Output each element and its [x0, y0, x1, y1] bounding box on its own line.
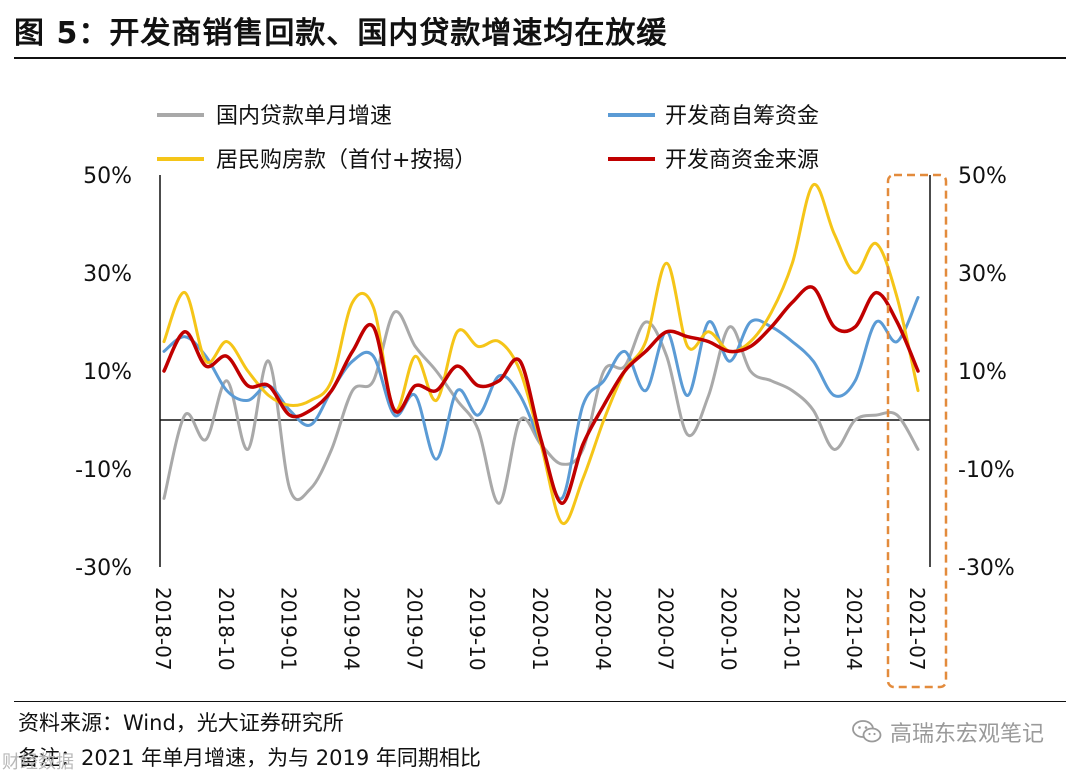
x-tick-label: 2019-01 — [277, 587, 301, 671]
legend-label-loans: 国内贷款单月增速 — [216, 104, 392, 129]
x-tick-label: 2021-01 — [779, 587, 803, 671]
remark-note: 备注：2021 年单月增速，为与 2019 年同期相比 — [18, 746, 481, 770]
y-tick-label-right: 30% — [958, 262, 1007, 287]
highlight-box — [886, 173, 948, 689]
watermark: 高瑞东宏观笔记 — [852, 716, 1044, 748]
legend-label-self-raised: 开发商自筹资金 — [665, 104, 819, 129]
right-y-ticks: 50% 30% 10% -10% -30% — [958, 164, 1015, 581]
y-tick-label-left: 50% — [83, 164, 132, 189]
legend: 国内贷款单月增速 开发商自筹资金 居民购房款（首付+按揭） 开发商资金来源 — [157, 104, 819, 173]
left-y-ticks: 50% 30% 10% -10% -30% — [75, 164, 132, 581]
line-chart: 50% 30% 10% -10% -30% 50% 30% 10% -10% -30% 2018… — [75, 104, 1015, 689]
x-tick-label: 2020-01 — [528, 587, 552, 671]
figure-title: 图 5：开发商销售回款、国内贷款增速均在放缓 — [14, 16, 668, 51]
y-tick-label-right: 10% — [958, 360, 1007, 385]
x-tick-label: 2019-10 — [465, 587, 489, 671]
y-tick-label-left: 10% — [83, 360, 132, 385]
y-tick-label-right: -30% — [958, 556, 1015, 581]
legend-label-funding-sources: 开发商资金来源 — [665, 148, 819, 173]
series-line-domestic-loans — [162, 310, 920, 505]
legend-label-home-purchase: 居民购房款（首付+按揭） — [216, 148, 476, 173]
footer-rule — [14, 701, 1066, 702]
x-tick-label: 2020-10 — [717, 587, 741, 671]
x-tick-label: 2019-07 — [402, 587, 426, 671]
watermark-left: 财经数据 — [2, 752, 74, 773]
x-tick-label: 2020-04 — [591, 587, 615, 671]
watermark-text: 高瑞东宏观笔记 — [889, 722, 1044, 747]
x-tick-label: 2021-07 — [905, 587, 929, 671]
y-tick-label-left: -30% — [75, 556, 132, 581]
series-line-funding-sources — [162, 285, 920, 506]
axes — [159, 175, 931, 567]
x-tick-label: 2019-04 — [340, 587, 364, 671]
x-tick-label: 2018-10 — [214, 587, 238, 671]
y-tick-label-left: -10% — [75, 458, 132, 483]
y-tick-label-left: 30% — [83, 262, 132, 287]
title-rule — [14, 57, 1066, 59]
y-tick-label-right: 50% — [958, 164, 1007, 189]
x-tick-label: 2021-04 — [842, 587, 866, 671]
series-layer — [162, 183, 920, 525]
x-ticks: 2018-07 2018-10 2019-01 2019-04 2019-07 2019-… — [151, 587, 929, 671]
x-tick-label: 2018-07 — [151, 587, 175, 671]
x-tick-label: 2020-07 — [654, 587, 678, 671]
source-note: 资料来源：Wind，光大证券研究所 — [18, 711, 344, 735]
wechat-icon — [852, 720, 882, 743]
y-tick-label-right: -10% — [958, 458, 1015, 483]
